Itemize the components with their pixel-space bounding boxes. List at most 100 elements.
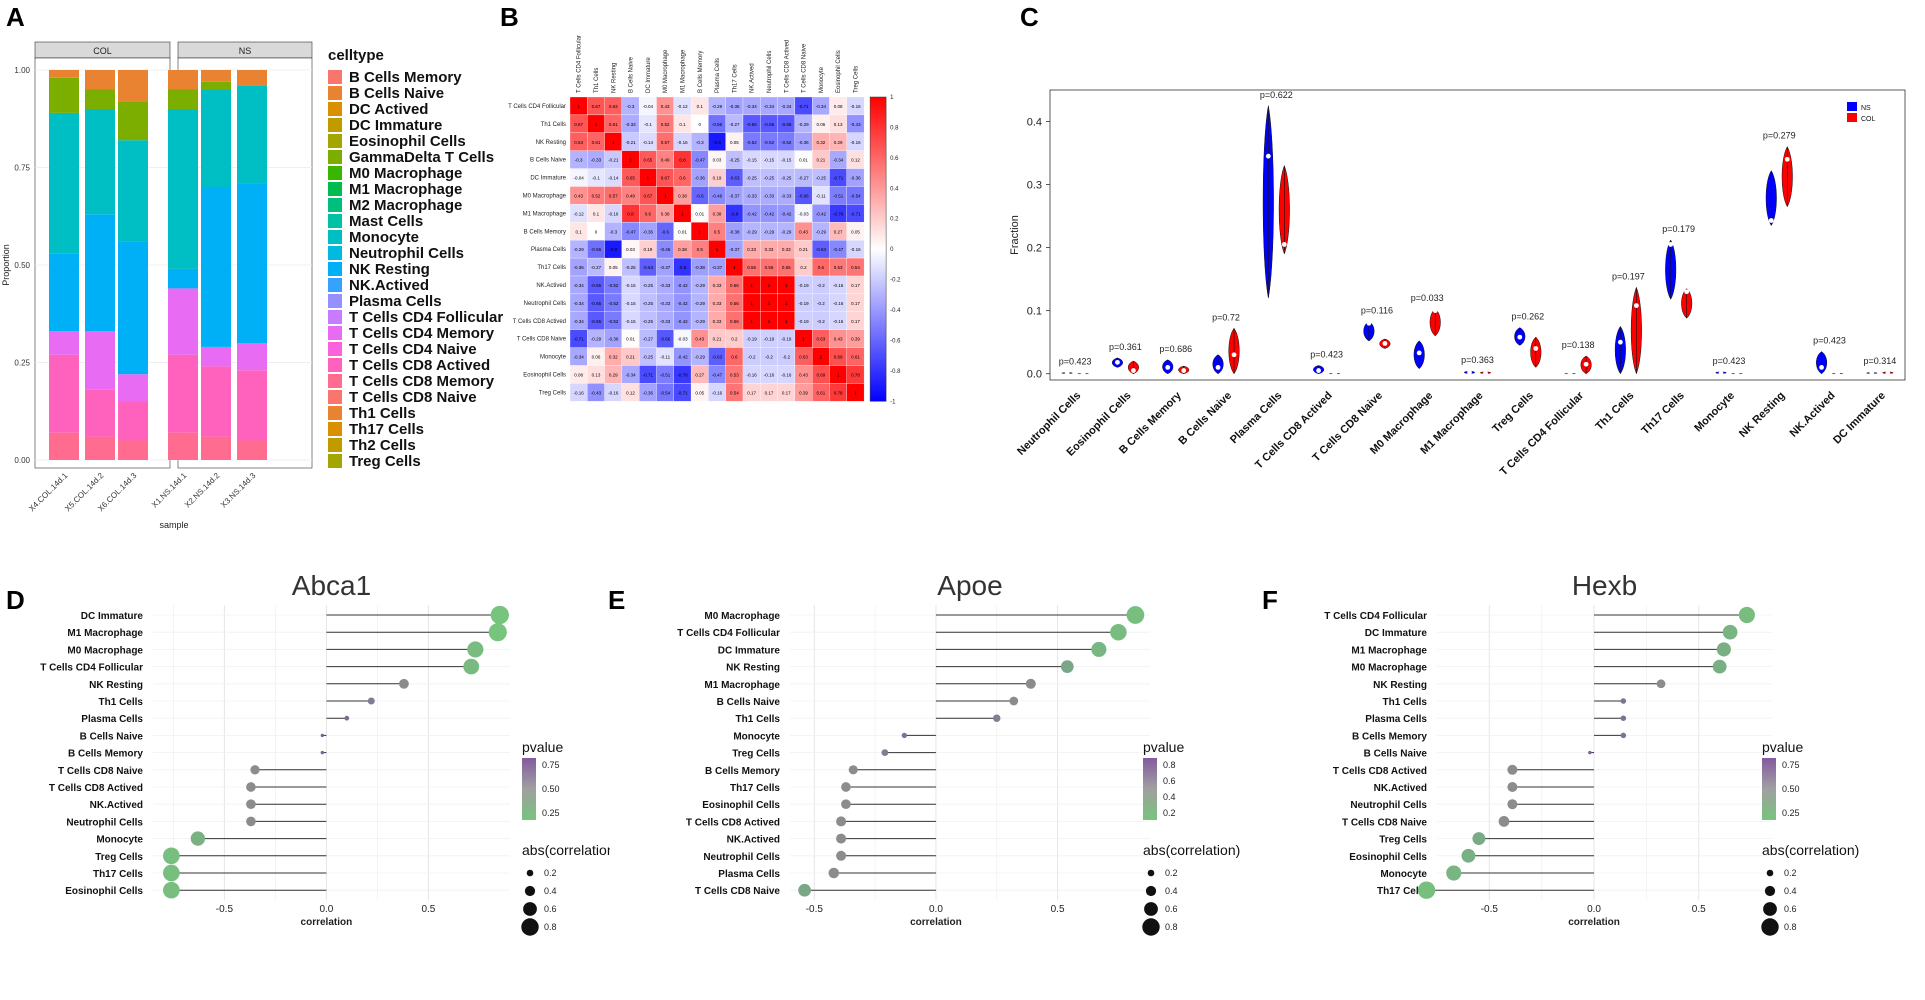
heatmap-cell-value: 0.19 [713,176,722,181]
row-label: Treg Cells [95,852,143,863]
heatmap-cell-value: -0.33 [591,158,602,163]
heatmap-row-label: Th1 Cells [541,122,566,128]
row-label: T Cells CD8 Actived [686,817,780,828]
heatmap-cell-value: -0.37 [729,193,740,198]
violin-median [1416,350,1422,356]
heatmap-cell-value: 0.33 [713,319,722,324]
heatmap-cell-value: -0.37 [712,265,723,270]
p-value-label: p=0.72 [1212,312,1240,322]
heatmap-cell-value: -0.25 [764,176,775,181]
p-value-label: p=0.423 [1813,336,1846,346]
heatmap-cell-value: -0.52 [781,140,792,145]
row-label: T Cells CD4 Follicular [1324,611,1427,622]
lollipop-dot [798,883,811,897]
bar-segment [201,366,231,437]
heatmap-cell-value: -0.42 [764,211,775,216]
heatmap-cell-value: 0.67 [592,104,601,109]
heatmap-cell-value: -0.15 [625,301,636,306]
heatmap-cell-value: 0.61 [851,355,860,360]
row-label: T Cells CD8 Naive [1342,817,1427,828]
heatmap-cell-value: -0.42 [677,283,688,288]
heatmap-cell-value: 0.38 [678,247,687,252]
correlation-heatmap-b: T Cells CD4 Follicular T Cells CD4 Follic… [508,35,901,405]
heatmap-row-label: M1 Macrophage [523,211,567,217]
heatmap-row-label: Plasma Cells [531,247,566,253]
heatmap-cell-value: 0.43 [661,104,670,109]
heatmap-cell-value: -0.29 [816,229,827,234]
bar-segment [201,70,231,82]
heatmap-cell-value: -0.04 [643,104,654,109]
legend-swatch [328,294,342,308]
heatmap-cell-value: -0.16 [608,211,619,216]
heatmap-cell-value: -0.71 [574,337,585,342]
heatmap-cell-value: 0.1 [697,104,704,109]
heatmap-cell-value: -0.27 [591,265,602,270]
legend-label: NK Resting [349,261,430,278]
heatmap-cell-value: -0.43 [591,390,602,395]
heatmap-cell-value: 0.17 [851,301,860,306]
bar-segment [201,89,231,187]
size-legend-dot [1144,902,1158,916]
panel-label-a: A [6,2,25,32]
heatmap-cell-value: 0.6 [679,176,686,181]
lollipop-chart-d: Abca1 DC Immature M1 Macrophage M0 Macropha… [40,570,610,936]
lollipop-dot [367,697,375,705]
legend-label: Th17 Cells [349,421,424,438]
lollipop-dot [828,867,840,879]
row-label: Plasma Cells [718,869,780,880]
heatmap-col-label: Eosinophil Cells [836,50,842,93]
row-label: NK Resting [726,663,780,674]
heatmap-cell-value: -0.29 [747,229,758,234]
violin-median [1819,364,1824,370]
heatmap-cell-value: 1 [750,283,753,288]
heatmap-cell-value: -0.25 [643,355,654,360]
heatmap-cell-value: -0.65 [591,319,602,324]
heatmap-col-label: Plasma Cells [715,58,721,93]
size-legend-dot [523,902,537,916]
heatmap-cell-value: 0.67 [661,176,670,181]
heatmap-col-label: B Cells Memory [698,51,704,93]
heatmap-row-label: Eosinophil Cells [523,372,566,378]
heatmap-cell-value: 0.5 [697,247,704,252]
row-label: M0 Macrophage [67,645,143,656]
lollipop-dot [836,850,847,861]
heatmap-cell-value: 0.21 [626,355,635,360]
legend-label: T Cells CD8 Naive [349,389,477,406]
row-label: Eosinophil Cells [1349,852,1427,863]
lollipop-dot [1025,678,1036,689]
row-label: T Cells CD8 Naive [58,766,143,777]
heatmap-col-label: NK.Actived [750,63,756,93]
row-label: T Cells CD4 Follicular [677,628,780,639]
bar-segment [85,389,115,437]
size-legend-dot [1145,885,1157,897]
row-label: Monocyte [1380,869,1427,880]
heatmap-cell-value: 0.32 [816,140,825,145]
heatmap-cell-value: -0.27 [798,176,809,181]
row-label: M0 Macrophage [1351,663,1427,674]
heatmap-cell-value: -0.19 [798,319,809,324]
heatmap-cell-value: -0.34 [574,283,585,288]
x-tick-label: 0.5 [1692,904,1706,915]
heatmap-cell-value: -0.47 [712,372,723,377]
p-value-label: p=0.686 [1159,344,1192,354]
violin-median [1533,346,1539,351]
heatmap-cell-value: -0.63 [643,265,654,270]
heatmap-cell-value: 0.43 [799,229,808,234]
y-tick-label: 1.00 [14,66,30,75]
legend-swatch [328,374,342,388]
chart-title: Abca1 [292,570,371,601]
heatmap-cell-value: -0.11 [660,355,670,360]
pvalue-tick: 0.50 [1782,784,1800,794]
heatmap-col-label: T Cells CD4 Follicular [577,35,583,93]
bar-segment [118,140,148,242]
heatmap-cell-value: 0.54 [730,390,739,395]
facet-label: NS [239,46,252,56]
heatmap-cell-value: 0.27 [834,229,843,234]
row-label: Eosinophil Cells [65,886,143,897]
bar-segment [118,241,148,375]
heatmap-cell-value: 0.57 [661,140,670,145]
violin-median [1366,320,1372,326]
lollipop-dot [1588,750,1592,755]
heatmap-cell-value: 0.54 [851,265,860,270]
heatmap-col-label: NK Resting [611,63,617,93]
